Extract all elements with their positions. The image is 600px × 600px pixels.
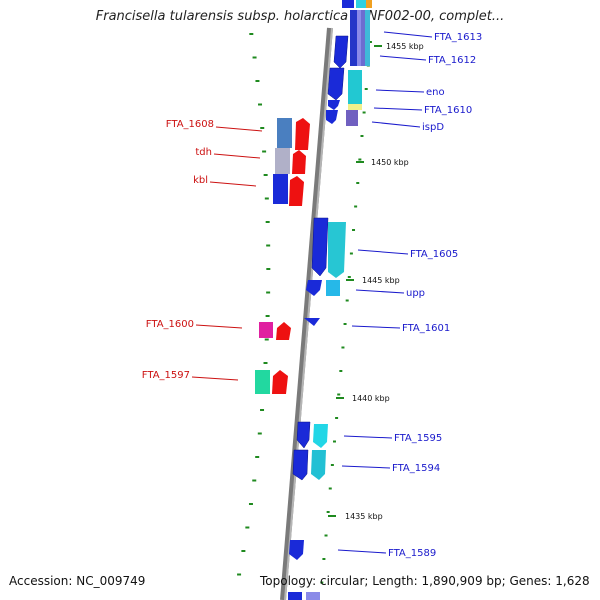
forward-gene-labels: FTA_1613 FTA_1612 eno FTA_1610 ispD FTA_… bbox=[388, 32, 482, 559]
genome-backbone bbox=[280, 27, 333, 600]
gene-label-fta-1595[interactable]: FTA_1595 bbox=[394, 433, 442, 444]
gene-label-tdh[interactable]: tdh bbox=[195, 147, 212, 158]
scale-label-1445: 1445 kbp bbox=[362, 276, 400, 285]
gene-label-fta-1613[interactable]: FTA_1613 bbox=[434, 32, 482, 43]
scale-labels: 1455 kbp 1450 kbp 1445 kbp 1440 kbp 1435… bbox=[328, 42, 424, 521]
genome-summary-text: Topology: circular; Length: 1,890,909 bp… bbox=[260, 574, 590, 588]
gene-label-fta-1600[interactable]: FTA_1600 bbox=[146, 319, 194, 330]
scale-label-1450: 1450 kbp bbox=[371, 158, 409, 167]
scale-label-1455: 1455 kbp bbox=[386, 42, 424, 51]
gene-label-fta-1608[interactable]: FTA_1608 bbox=[166, 119, 214, 130]
gene-label-upp[interactable]: upp bbox=[406, 288, 425, 299]
gene-label-fta-1601[interactable]: FTA_1601 bbox=[402, 323, 450, 334]
forward-gene-features bbox=[288, 0, 372, 600]
gene-label-kbl[interactable]: kbl bbox=[193, 175, 208, 186]
reverse-gene-labels: FTA_1608 tdh kbl FTA_1600 FTA_1597 bbox=[142, 119, 214, 381]
gene-label-fta-1594[interactable]: FTA_1594 bbox=[392, 463, 440, 474]
gene-label-fta-1597[interactable]: FTA_1597 bbox=[142, 370, 190, 381]
map-title: Francisella tularensis subsp. holarctica… bbox=[95, 9, 505, 24]
gene-label-fta-1605[interactable]: FTA_1605 bbox=[410, 249, 458, 260]
gene-label-fta-1610[interactable]: FTA_1610 bbox=[424, 105, 472, 116]
scale-label-1435: 1435 kbp bbox=[345, 512, 383, 521]
accession-text: Accession: NC_009749 bbox=[9, 574, 146, 588]
scale-label-1440: 1440 kbp bbox=[352, 394, 390, 403]
gene-label-eno[interactable]: eno bbox=[426, 87, 445, 98]
gene-label-fta-1589[interactable]: FTA_1589 bbox=[388, 548, 436, 559]
gene-label-ispd[interactable]: ispD bbox=[422, 122, 444, 133]
reverse-gene-features bbox=[255, 118, 310, 394]
gene-label-fta-1612[interactable]: FTA_1612 bbox=[428, 55, 476, 66]
leader-lines bbox=[191, 31, 433, 554]
